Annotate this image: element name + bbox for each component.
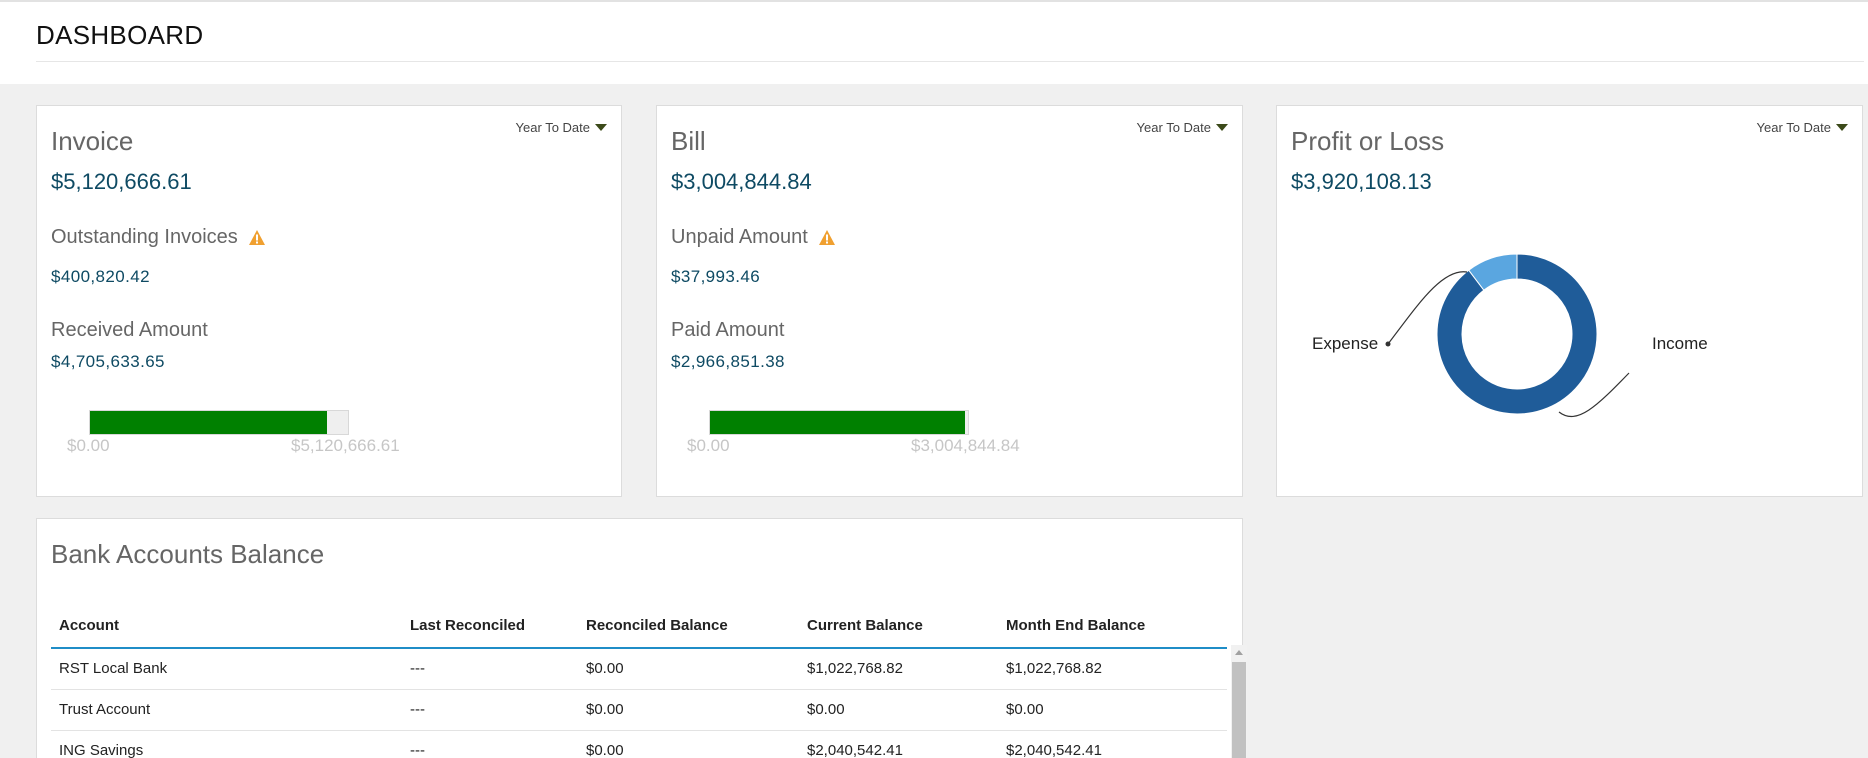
bill-total: $3,004,844.84 xyxy=(671,169,812,194)
invoice-period-dropdown[interactable]: Year To Date xyxy=(516,120,607,135)
profit-loss-title: Profit or Loss xyxy=(1291,126,1445,156)
bill-period-dropdown[interactable]: Year To Date xyxy=(1137,120,1228,135)
bill-card: Bill Year To Date $3,004,844.84 Unpaid A… xyxy=(656,105,1243,497)
scroll-up-arrow-icon[interactable] xyxy=(1235,650,1243,655)
bank-accounts-title: Bank Accounts Balance xyxy=(51,539,325,569)
income-label: Income xyxy=(1652,334,1708,353)
outstanding-invoices-label-row: Outstanding Invoices xyxy=(51,226,266,249)
month-end-balance-cell: $0.00 xyxy=(998,689,1227,731)
invoice-bar-min-label: $0.00 xyxy=(67,436,110,455)
current-balance-cell: $1,022,768.82 xyxy=(799,648,998,690)
income-connector-line xyxy=(1558,372,1630,418)
received-amount-value: $4,705,633.65 xyxy=(51,352,165,371)
bill-bar-max-label: $3,004,844.84 xyxy=(911,436,1020,455)
expense-connector-line xyxy=(1387,271,1468,345)
column-header-last-reconciled[interactable]: Last Reconciled xyxy=(402,603,578,649)
invoice-total: $5,120,666.61 xyxy=(51,169,192,194)
unpaid-amount-value: $37,993.46 xyxy=(671,267,761,286)
chevron-down-icon xyxy=(1836,124,1848,131)
last-reconciled-cell: --- xyxy=(402,648,578,690)
table-row[interactable]: RST Local Bank --- $0.00 $1,022,768.82 $… xyxy=(51,648,1227,690)
invoice-card: Invoice Year To Date $5,120,666.61 Outst… xyxy=(36,105,622,497)
bill-title: Bill xyxy=(671,126,706,156)
warning-icon[interactable] xyxy=(818,229,836,246)
invoice-progress-bar xyxy=(89,410,349,435)
reconciled-balance-cell: $0.00 xyxy=(578,648,799,690)
donut-slice-income[interactable] xyxy=(1436,253,1598,415)
table-row[interactable]: Trust Account --- $0.00 $0.00 $0.00 xyxy=(51,689,1227,731)
table-row[interactable]: ING Savings --- $0.00 $2,040,542.41 $2,0… xyxy=(51,730,1227,758)
month-end-balance-cell: $2,040,542.41 xyxy=(998,730,1227,758)
invoice-bar-max-label: $5,120,666.61 xyxy=(291,436,400,455)
account-name-cell: ING Savings xyxy=(51,730,402,758)
reconciled-balance-cell: $0.00 xyxy=(578,689,799,731)
paid-amount-label: Paid Amount xyxy=(671,319,785,341)
header-divider xyxy=(36,61,1864,62)
outstanding-invoices-amount: $400,820.42 xyxy=(51,267,150,286)
bank-accounts-card: Bank Accounts Balance Account Last Recon… xyxy=(36,518,1247,758)
reconciled-balance-cell: $0.00 xyxy=(578,730,799,758)
donut-slice-expense[interactable] xyxy=(1468,253,1518,291)
warning-icon[interactable] xyxy=(248,229,266,246)
profit-period-dropdown[interactable]: Year To Date xyxy=(1757,120,1848,135)
current-balance-cell: $0.00 xyxy=(799,689,998,731)
chevron-down-icon xyxy=(595,124,607,131)
current-balance-cell: $2,040,542.41 xyxy=(799,730,998,758)
table-scrollbar[interactable] xyxy=(1231,645,1247,758)
received-amount-label: Received Amount xyxy=(51,319,208,341)
page-title: DASHBOARD xyxy=(36,20,204,50)
column-header-account[interactable]: Account xyxy=(51,603,402,649)
profit-period-label: Year To Date xyxy=(1756,120,1831,135)
expense-label: Expense xyxy=(1312,334,1379,353)
invoice-title: Invoice xyxy=(51,126,134,156)
invoice-period-label: Year To Date xyxy=(515,120,590,135)
bill-bar-min-label: $0.00 xyxy=(687,436,730,455)
table-header-row: Account Last Reconciled Reconciled Balan… xyxy=(51,603,1227,649)
outstanding-invoices-label: Outstanding Invoices xyxy=(51,226,238,248)
month-end-balance-cell: $1,022,768.82 xyxy=(998,648,1227,690)
last-reconciled-cell: --- xyxy=(402,730,578,758)
account-name-cell: Trust Account xyxy=(51,689,402,731)
bill-progress-fill xyxy=(710,411,965,434)
bill-progress-bar xyxy=(709,410,969,435)
column-header-reconciled-balance[interactable]: Reconciled Balance xyxy=(578,603,799,649)
last-reconciled-cell: --- xyxy=(402,689,578,731)
expense-connector-dot xyxy=(1385,341,1391,347)
unpaid-amount-label-row: Unpaid Amount xyxy=(671,226,836,249)
bank-accounts-table: Account Last Reconciled Reconciled Balan… xyxy=(51,603,1227,758)
column-header-month-end-balance[interactable]: Month End Balance xyxy=(998,603,1227,649)
paid-amount-value: $2,966,851.38 xyxy=(671,352,785,371)
profit-loss-donut-chart xyxy=(1385,253,1630,418)
account-name-cell: RST Local Bank xyxy=(51,648,402,690)
page-header: DASHBOARD xyxy=(0,0,1868,84)
profit-loss-card: Profit or Loss Year To Date $3,920,108.1… xyxy=(1276,105,1863,497)
scrollbar-thumb[interactable] xyxy=(1232,662,1246,758)
unpaid-amount-label: Unpaid Amount xyxy=(671,226,808,248)
column-header-current-balance[interactable]: Current Balance xyxy=(799,603,998,649)
chevron-down-icon xyxy=(1216,124,1228,131)
profit-loss-total: $3,920,108.13 xyxy=(1291,169,1432,194)
bill-period-label: Year To Date xyxy=(1136,120,1211,135)
invoice-progress-fill xyxy=(90,411,328,434)
